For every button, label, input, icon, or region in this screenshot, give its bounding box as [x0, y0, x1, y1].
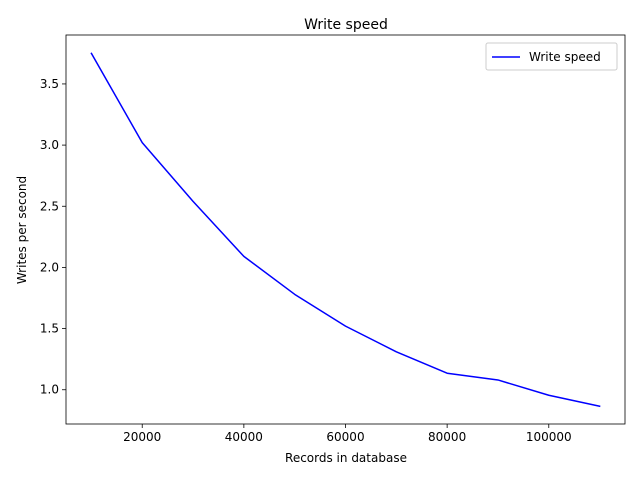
y-tick-label: 2.0 [40, 260, 59, 274]
x-tick-label: 40000 [225, 430, 263, 444]
y-axis-label: Writes per second [15, 176, 29, 284]
x-tick-label: 100000 [526, 430, 572, 444]
x-tick-label: 60000 [326, 430, 364, 444]
chart-title: Write speed [304, 17, 388, 33]
plot-area: 20000 40000 60000 80000 100000 1.0 1.5 2.0 2.5 3.… [40, 34, 626, 444]
legend-label: Write speed [529, 50, 601, 64]
y-tick-label: 3.5 [40, 77, 59, 91]
legend: Write speed [485, 42, 618, 71]
y-tick-label: 2.5 [40, 199, 59, 213]
legend-box [485, 42, 618, 71]
y-tick-label: 1.5 [40, 322, 59, 336]
axes-frame [65, 34, 626, 425]
y-tick-label: 1.0 [40, 383, 59, 397]
series-line-1 [90, 52, 601, 408]
y-tick-label: 3.0 [40, 138, 59, 152]
x-tick-label: 80000 [428, 430, 466, 444]
x-axis-label: Records in database [285, 451, 407, 465]
x-tick-label: 20000 [123, 430, 161, 444]
